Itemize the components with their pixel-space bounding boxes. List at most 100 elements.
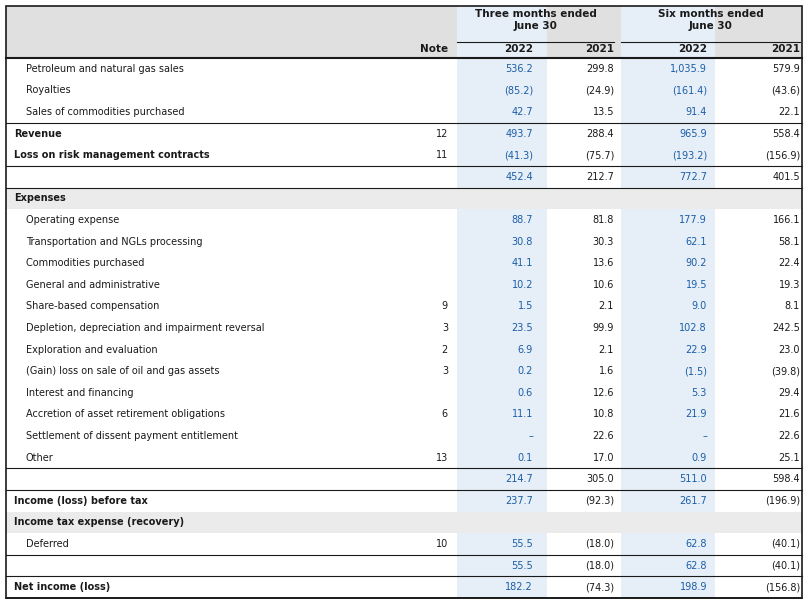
Text: 102.8: 102.8 [680,323,707,333]
Text: 11: 11 [436,150,448,160]
Text: 2022: 2022 [678,44,707,54]
Text: 965.9: 965.9 [680,129,707,138]
Text: (18.0): (18.0) [585,539,614,549]
Text: (18.0): (18.0) [585,561,614,571]
Text: 22.6: 22.6 [778,431,800,441]
Text: 9: 9 [442,301,448,312]
Text: 212.7: 212.7 [586,172,614,182]
Text: Other: Other [26,452,54,463]
Text: (85.2): (85.2) [503,85,533,95]
Text: 25.1: 25.1 [778,452,800,463]
Text: (161.4): (161.4) [672,85,707,95]
Text: 99.9: 99.9 [592,323,614,333]
Text: 6: 6 [442,410,448,419]
Text: Accretion of asset retirement obligations: Accretion of asset retirement obligation… [26,410,225,419]
Text: Royalties: Royalties [26,85,70,95]
Text: Three months ended
June 30: Three months ended June 30 [474,9,596,31]
Text: (75.7): (75.7) [585,150,614,160]
Text: 5.3: 5.3 [692,388,707,398]
Text: (196.9): (196.9) [765,496,800,506]
Text: 9.0: 9.0 [692,301,707,312]
Text: (92.3): (92.3) [585,496,614,506]
Text: 1,035.9: 1,035.9 [670,64,707,74]
Text: 42.7: 42.7 [511,107,533,117]
Text: Expenses: Expenses [14,193,65,204]
Text: 13: 13 [436,452,448,463]
Text: 13.5: 13.5 [592,107,614,117]
Text: 511.0: 511.0 [680,474,707,484]
Text: 182.2: 182.2 [505,582,533,592]
Text: 58.1: 58.1 [778,237,800,246]
Text: 166.1: 166.1 [772,215,800,225]
Text: 237.7: 237.7 [505,496,533,506]
Text: –: – [702,431,707,441]
Text: 62.1: 62.1 [685,237,707,246]
Text: (40.1): (40.1) [771,561,800,571]
Text: 177.9: 177.9 [680,215,707,225]
Text: 3: 3 [442,366,448,376]
Text: 12: 12 [436,129,448,138]
Text: 452.4: 452.4 [505,172,533,182]
Text: 41.1: 41.1 [511,258,533,268]
Text: 2: 2 [442,345,448,355]
Text: 22.1: 22.1 [778,107,800,117]
Text: 30.8: 30.8 [511,237,533,246]
Text: 2022: 2022 [504,44,533,54]
Text: Sales of commodities purchased: Sales of commodities purchased [26,107,184,117]
Text: 22.6: 22.6 [592,431,614,441]
Text: 21.6: 21.6 [778,410,800,419]
Text: 91.4: 91.4 [686,107,707,117]
Text: 198.9: 198.9 [680,582,707,592]
Text: 558.4: 558.4 [772,129,800,138]
Text: 6.9: 6.9 [518,345,533,355]
Text: (193.2): (193.2) [671,150,707,160]
Bar [457,58,547,598]
Text: (41.3): (41.3) [504,150,533,160]
Text: 11.1: 11.1 [511,410,533,419]
Bar [457,6,547,58]
Text: 2021: 2021 [585,44,614,54]
Text: General and administrative: General and administrative [26,280,160,290]
Bar [6,188,802,209]
Text: 242.5: 242.5 [772,323,800,333]
Text: (24.9): (24.9) [585,85,614,95]
Text: 2021: 2021 [771,44,800,54]
Text: 62.8: 62.8 [685,539,707,549]
Text: (156.8): (156.8) [764,582,800,592]
Text: Share-based compensation: Share-based compensation [26,301,159,312]
Text: Loss on risk management contracts: Loss on risk management contracts [14,150,209,160]
Text: 22.9: 22.9 [685,345,707,355]
Bar [621,58,715,598]
Text: 305.0: 305.0 [587,474,614,484]
Text: 10.6: 10.6 [592,280,614,290]
Text: Interest and financing: Interest and financing [26,388,133,398]
Text: 22.4: 22.4 [778,258,800,268]
Text: 30.3: 30.3 [592,237,614,246]
Text: Six months ended
June 30: Six months ended June 30 [658,9,764,31]
Text: –: – [528,431,533,441]
Text: 23.0: 23.0 [778,345,800,355]
Text: 0.2: 0.2 [518,366,533,376]
Text: Transportation and NGLs processing: Transportation and NGLs processing [26,237,203,246]
Text: 19.3: 19.3 [779,280,800,290]
Text: 0.9: 0.9 [692,452,707,463]
Text: 29.4: 29.4 [778,388,800,398]
Text: 0.1: 0.1 [518,452,533,463]
Text: 23.5: 23.5 [511,323,533,333]
Text: (1.5): (1.5) [684,366,707,376]
Text: 401.5: 401.5 [772,172,800,182]
Text: Revenue: Revenue [14,129,61,138]
Text: Note: Note [420,44,448,54]
Text: 12.6: 12.6 [592,388,614,398]
Text: 88.7: 88.7 [511,215,533,225]
Text: (74.3): (74.3) [585,582,614,592]
Text: Petroleum and natural gas sales: Petroleum and natural gas sales [26,64,184,74]
Text: 8.1: 8.1 [785,301,800,312]
Text: 493.7: 493.7 [505,129,533,138]
Text: 1.6: 1.6 [599,366,614,376]
Text: (43.6): (43.6) [771,85,800,95]
Text: 17.0: 17.0 [592,452,614,463]
Bar [6,6,802,58]
Text: 21.9: 21.9 [685,410,707,419]
Text: 90.2: 90.2 [685,258,707,268]
